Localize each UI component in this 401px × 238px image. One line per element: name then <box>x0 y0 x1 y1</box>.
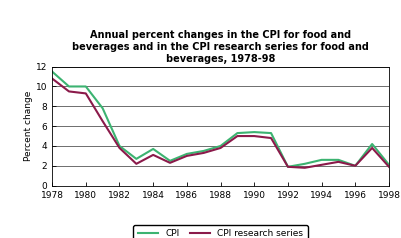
CPI research series <box>151 154 156 156</box>
CPI research series <box>336 160 341 163</box>
CPI research series <box>134 162 139 165</box>
Y-axis label: Percent change: Percent change <box>24 91 33 161</box>
CPI <box>353 164 358 167</box>
CPI <box>100 107 105 110</box>
CPI research series <box>168 161 172 164</box>
CPI <box>319 159 324 161</box>
CPI research series <box>201 152 206 154</box>
CPI <box>252 131 257 134</box>
CPI <box>302 162 307 165</box>
CPI <box>184 153 189 155</box>
CPI research series <box>286 165 290 168</box>
CPI <box>67 85 71 88</box>
CPI <box>370 143 375 145</box>
Line: CPI: CPI <box>52 72 389 167</box>
CPI <box>269 132 273 134</box>
CPI research series <box>302 166 307 169</box>
CPI <box>336 159 341 161</box>
Line: CPI research series: CPI research series <box>52 79 389 168</box>
CPI <box>387 164 391 166</box>
CPI research series <box>319 164 324 166</box>
CPI <box>83 85 88 88</box>
CPI research series <box>184 154 189 157</box>
CPI research series <box>370 147 375 149</box>
Legend: CPI, CPI research series: CPI, CPI research series <box>134 225 308 238</box>
CPI research series <box>269 137 273 139</box>
CPI <box>151 148 156 150</box>
CPI research series <box>117 147 122 149</box>
CPI <box>218 144 223 147</box>
CPI research series <box>235 135 240 138</box>
CPI <box>235 132 240 134</box>
CPI research series <box>218 147 223 149</box>
CPI <box>50 70 55 73</box>
CPI research series <box>353 164 358 167</box>
CPI <box>201 149 206 152</box>
CPI <box>134 158 139 160</box>
Title: Annual percent changes in the CPI for food and
beverages and in the CPI research: Annual percent changes in the CPI for fo… <box>72 30 369 64</box>
CPI research series <box>67 90 71 93</box>
CPI <box>168 159 172 162</box>
CPI <box>286 165 290 168</box>
CPI research series <box>50 77 55 80</box>
CPI research series <box>83 92 88 95</box>
CPI <box>117 144 122 147</box>
CPI research series <box>387 165 391 168</box>
CPI research series <box>100 120 105 123</box>
CPI research series <box>252 135 257 138</box>
